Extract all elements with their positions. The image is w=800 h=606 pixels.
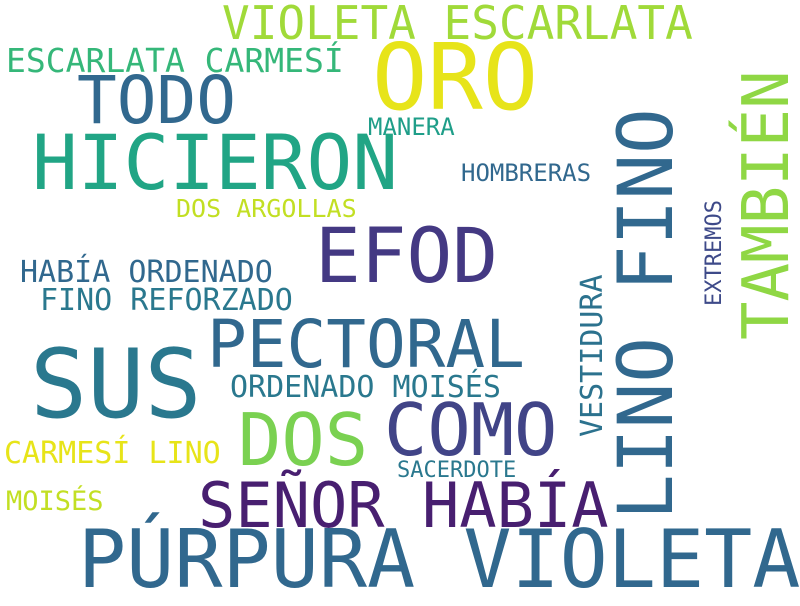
word-sus: SUS: [30, 330, 202, 440]
word-sacerdote: SACERDOTE: [397, 458, 517, 483]
word-moises: MOISÉS: [6, 486, 104, 517]
word-tambien: TAMBIÉN: [730, 70, 800, 340]
word-violeta-escarlata: VIOLETA ESCARLATA: [222, 0, 693, 50]
word-vestidura: VESTIDURA: [575, 274, 610, 437]
word-hombreras: HOMBRERAS: [461, 159, 592, 187]
word-dos-argollas: DOS ARGOLLAS: [176, 194, 357, 223]
word-como: COMO: [384, 388, 558, 472]
word-ordenado-moises: ORDENADO MOISÉS: [230, 370, 501, 405]
word-carmesi-lino: CARMESÍ LINO: [4, 436, 221, 471]
word-habia-ordenado: HABÍA ORDENADO: [20, 255, 273, 290]
word-oro: ORO: [372, 24, 539, 131]
word-purpura-violeta: PÚRPURA VIOLETA: [78, 513, 800, 606]
word-fino-reforzado: FINO REFORZADO: [40, 283, 293, 318]
word-hicieron: HICIERON: [32, 118, 399, 207]
word-senor-habia: SEÑOR HABÍA: [198, 469, 609, 542]
word-extremos: EXTREMOS: [702, 200, 727, 306]
word-pectoral: PECTORAL: [207, 306, 525, 383]
word-lino-fino: LINO FINO: [601, 108, 690, 520]
word-escarlata-carmesi: ESCARLATA CARMESÍ: [6, 41, 344, 80]
word-dos-large: DOS: [238, 398, 369, 482]
word-todo: TODO: [77, 62, 236, 139]
word-manera: MANERA: [368, 113, 455, 141]
word-efod: EFOD: [315, 211, 499, 300]
